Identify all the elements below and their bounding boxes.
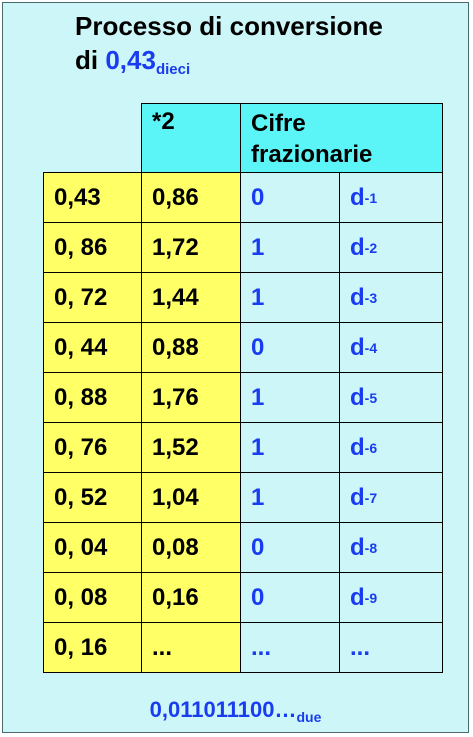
digit-label-letter: d [350, 233, 365, 261]
row-digit-label: d -3 [339, 272, 443, 323]
row-digit-label: d -2 [339, 222, 443, 273]
row-product: 1,72 [141, 222, 241, 273]
title-number: 0,43 [105, 45, 156, 75]
conversion-panel: Processo di conversione di 0,43dieci *2 C… [2, 2, 469, 733]
row-digit: 1 [240, 372, 340, 423]
digit-label-letter: d [350, 283, 365, 311]
digit-label-index: -7 [364, 489, 378, 506]
digit-label-letter: d [350, 483, 365, 511]
row-digit: 0 [240, 572, 340, 623]
row-digit: 1 [240, 422, 340, 473]
row-digit: 0 [240, 322, 340, 373]
result-value: 0,011011100…due [3, 697, 468, 725]
row-value: 0, 52 [43, 472, 142, 523]
row-digit: 1 [240, 272, 340, 323]
digit-label-index: -1 [364, 189, 378, 206]
row-product: 0,88 [141, 322, 241, 373]
row-product: 1,52 [141, 422, 241, 473]
row-product: 1,44 [141, 272, 241, 323]
row-digit-label: d -1 [339, 172, 443, 223]
row-product: 0,86 [141, 172, 241, 223]
result-base: due [296, 709, 322, 725]
digit-label-letter: d [350, 183, 365, 211]
row-product: 1,04 [141, 472, 241, 523]
digit-label-letter: d [350, 383, 365, 411]
row-value: 0, 72 [43, 272, 142, 323]
title-line2: di 0,43dieci [75, 43, 383, 87]
row-digit-label: d -5 [339, 372, 443, 423]
row-value: 0, 88 [43, 372, 142, 423]
row-value: 0, 16 [43, 622, 142, 673]
row-digit-label: d -8 [339, 522, 443, 573]
row-digit: 1 [240, 472, 340, 523]
digit-label-letter: d [350, 433, 365, 461]
digit-label-letter: d [350, 333, 365, 361]
row-value: 0, 08 [43, 572, 142, 623]
digit-label-index: -5 [364, 389, 378, 406]
row-digit-label: d -4 [339, 322, 443, 373]
row-value: 0,43 [43, 172, 142, 223]
title-prefix: di [75, 45, 99, 75]
digit-label-letter: d [350, 533, 365, 561]
row-product: 0,16 [141, 572, 241, 623]
digit-label-index: -9 [364, 589, 378, 606]
digit-label-index: -3 [364, 289, 378, 306]
row-product: 1,76 [141, 372, 241, 423]
result-number: 0,011011100… [149, 697, 297, 722]
row-digit-label: d -9 [339, 572, 443, 623]
row-digit: 0 [240, 172, 340, 223]
header-multiplier: *2 [141, 103, 241, 173]
title-line1: Processo di conversione [75, 11, 383, 41]
row-digit: 1 [240, 222, 340, 273]
row-value: 0, 86 [43, 222, 142, 273]
row-digit-label: d -6 [339, 422, 443, 473]
row-product: ... [141, 622, 241, 673]
title-base: dieci [155, 61, 191, 78]
header-digits-line2: frazionarie [251, 141, 373, 168]
row-digit: ... [240, 622, 340, 673]
row-digit-label: d -7 [339, 472, 443, 523]
digit-label-letter: d [350, 583, 365, 611]
row-digit: 0 [240, 522, 340, 573]
row-value: 0, 04 [43, 522, 142, 573]
digit-label-index: -6 [364, 439, 378, 456]
row-digit-label: ... [339, 622, 443, 673]
digit-label-index: -2 [364, 239, 378, 256]
title-value: 0,43dieci [105, 45, 191, 78]
digit-label-index: -4 [364, 339, 378, 356]
digit-label-index: -8 [364, 539, 378, 556]
row-value: 0, 44 [43, 322, 142, 373]
row-product: 0,08 [141, 522, 241, 573]
header-digits-line1: Cifre [251, 110, 306, 137]
header-fraction-digits: Cifre frazionarie [240, 103, 443, 173]
panel-title: Processo di conversione di 0,43dieci [75, 9, 383, 87]
row-value: 0, 76 [43, 422, 142, 473]
